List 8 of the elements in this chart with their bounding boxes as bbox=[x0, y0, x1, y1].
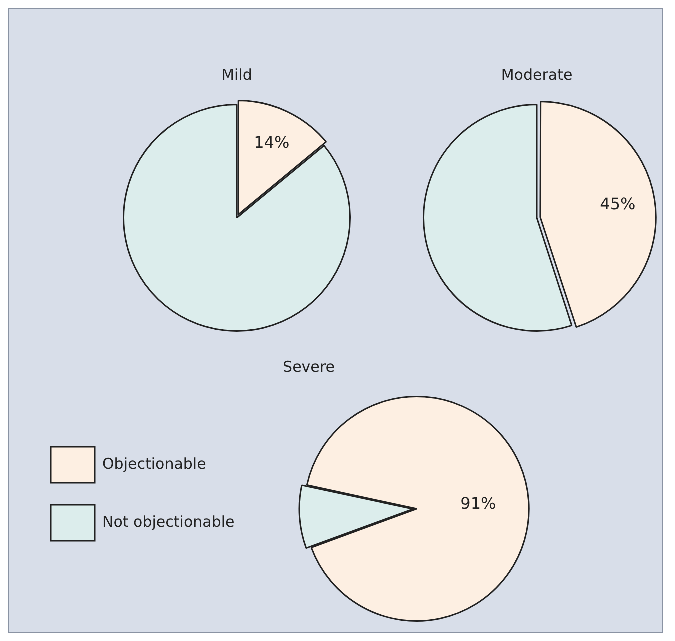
data-label: 45% bbox=[600, 194, 636, 214]
data-label: 14% bbox=[254, 133, 290, 152]
legend-label: Objectionable bbox=[102, 454, 206, 473]
data-label: 91% bbox=[460, 494, 496, 513]
legend-label: Not objectionable bbox=[102, 512, 235, 531]
chart-title: Severe bbox=[283, 358, 335, 376]
chart-title: Moderate bbox=[501, 66, 573, 84]
chart-title: Mild bbox=[222, 66, 252, 84]
